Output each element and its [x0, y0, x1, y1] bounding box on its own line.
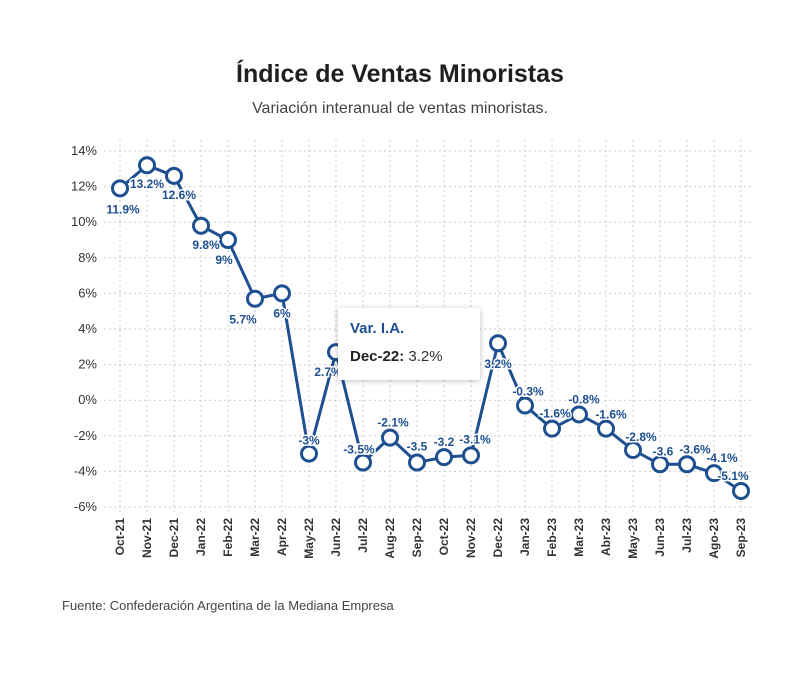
data-label: -3.2	[434, 435, 455, 449]
y-tick-label: 8%	[78, 250, 97, 265]
x-tick-label: Jun-22	[329, 518, 343, 557]
data-point	[138, 156, 156, 175]
data-point	[570, 405, 588, 424]
x-tick-label: Oct-21	[113, 518, 127, 556]
tooltip-key: Dec-22:	[350, 348, 405, 365]
data-label: -3.6	[653, 444, 674, 458]
x-tick-label: Feb-23	[545, 518, 559, 557]
data-points	[111, 156, 750, 500]
y-axis: 14% 12% 10% 8% 6% 4% 2% 0% -2% -4% -6%	[71, 143, 97, 514]
data-point	[165, 166, 183, 185]
chart-title: Índice de Ventas Minoristas	[236, 60, 564, 88]
data-label: -3.1%	[459, 432, 491, 446]
data-point	[732, 481, 750, 500]
data-point	[597, 419, 615, 438]
x-tick-label: Jul-22	[356, 518, 370, 553]
tooltip-value: 3.2%	[408, 348, 443, 365]
data-point	[111, 179, 129, 198]
x-tick-label: Jul-23	[680, 518, 694, 553]
y-tick-label: -6%	[74, 499, 98, 514]
data-label: -4.1%	[706, 451, 738, 465]
data-point	[354, 453, 372, 472]
y-tick-label: -4%	[74, 463, 98, 478]
x-tick-label: Mar-23	[572, 518, 586, 557]
data-label: -2.8%	[625, 430, 657, 444]
data-point	[273, 284, 291, 303]
x-axis: Oct-21 Nov-21 Dec-21 Jan-22 Feb-22 Mar-22 Apr-…	[113, 518, 748, 559]
x-tick-label: Sep-23	[734, 518, 748, 558]
x-tick-label: Aug-22	[383, 518, 397, 559]
data-label: -3.5%	[343, 443, 375, 457]
data-label: -0.3%	[512, 385, 544, 399]
x-tick-label: Abr-23	[599, 518, 613, 556]
data-label: 12.6%	[162, 188, 196, 202]
y-tick-label: 0%	[78, 392, 97, 407]
data-label: -1.6%	[595, 408, 627, 422]
data-label: -2.1%	[377, 416, 409, 430]
data-point	[705, 464, 723, 483]
x-tick-label: May-22	[302, 518, 316, 559]
y-tick-label: 12%	[71, 179, 97, 194]
data-label: -3.5	[407, 440, 428, 454]
x-tick-label: Nov-21	[140, 518, 154, 558]
data-point	[516, 396, 534, 415]
data-label: -1.6%	[539, 407, 571, 421]
data-point	[678, 455, 696, 474]
data-point	[543, 419, 561, 438]
x-tick-label: Jun-23	[653, 518, 667, 557]
y-tick-label: -2%	[74, 428, 98, 443]
tooltip: Var. I.A. Dec-22: 3.2%	[338, 308, 480, 380]
x-tick-label: Jan-22	[194, 518, 208, 556]
data-point	[381, 428, 399, 447]
x-tick-label: Feb-22	[221, 518, 235, 557]
x-tick-label: Mar-22	[248, 518, 262, 557]
data-point	[489, 334, 507, 353]
data-point	[300, 444, 318, 463]
data-label: 6%	[273, 306, 291, 320]
y-tick-label: 4%	[78, 321, 97, 336]
x-tick-label: Sep-22	[410, 518, 424, 558]
y-tick-label: 6%	[78, 285, 97, 300]
data-label: 13.2%	[130, 177, 164, 191]
x-tick-label: Nov-22	[464, 518, 478, 558]
data-label: 9.8%	[192, 238, 220, 252]
data-point	[408, 453, 426, 472]
data-point	[219, 231, 237, 249]
data-label: -0.8%	[568, 392, 600, 406]
source-note: Fuente: Confederación Argentina de la Me…	[62, 598, 394, 613]
y-tick-label: 2%	[78, 357, 97, 372]
data-label: 5.7%	[229, 313, 257, 327]
x-tick-label: Oct-22	[437, 518, 451, 556]
data-point	[462, 446, 480, 465]
x-tick-label: Dec-22	[491, 518, 505, 558]
tooltip-row: Dec-22: 3.2%	[350, 348, 443, 365]
x-tick-label: Jan-23	[518, 518, 532, 556]
x-tick-label: Apr-22	[275, 518, 289, 556]
data-point	[246, 289, 264, 308]
data-labels: 11.9%13.2%12.6%9.8%9%5.7% 6%-3%2.7%-3.5%-…	[105, 176, 751, 485]
data-label: -5.1%	[717, 469, 749, 483]
chart-subtitle: Variación interanual de ventas minorista…	[252, 100, 548, 117]
x-tick-label: Dec-21	[167, 518, 181, 558]
data-label: -3.6%	[679, 442, 711, 456]
data-point	[624, 441, 642, 460]
data-label: 2.7%	[314, 365, 342, 379]
data-point	[192, 216, 210, 235]
y-tick-label: 10%	[71, 214, 97, 229]
tooltip-title: Var. I.A.	[350, 320, 405, 337]
data-label: 9%	[215, 253, 233, 267]
data-label: 11.9%	[106, 202, 140, 216]
y-tick-label: 14%	[71, 143, 97, 158]
data-point	[651, 455, 669, 474]
data-label: -3%	[298, 434, 320, 448]
data-point	[435, 448, 453, 467]
data-label: 3.2%	[484, 357, 512, 371]
x-tick-label: May-23	[626, 518, 640, 559]
x-tick-label: Ago-23	[707, 518, 721, 559]
